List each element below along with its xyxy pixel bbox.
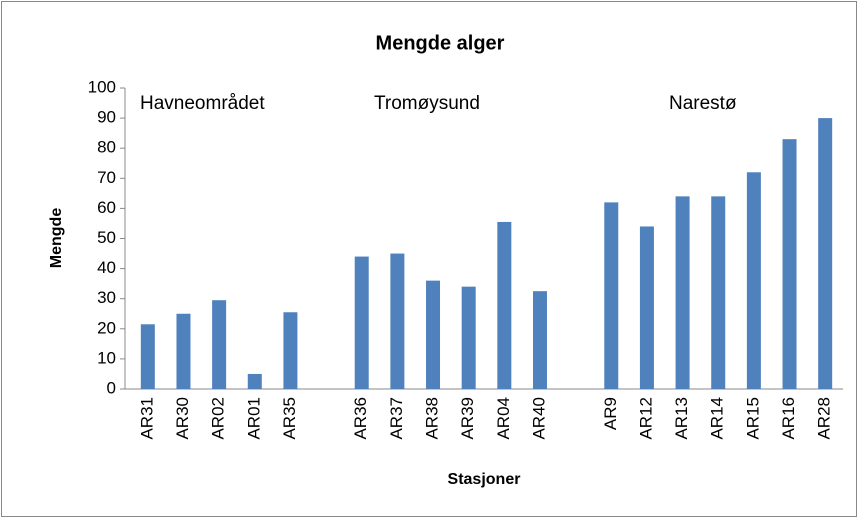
bar (176, 313, 191, 389)
bar (283, 312, 298, 389)
y-tick-label: 80 (97, 138, 116, 157)
y-tick-label: 60 (97, 198, 116, 217)
bar (354, 256, 369, 389)
x-axis-label: Stasjoner (448, 471, 521, 488)
x-tick-label: AR35 (280, 397, 299, 440)
bar (497, 221, 512, 389)
bar (639, 226, 654, 389)
bar (390, 253, 405, 389)
x-tick-label: AR14 (708, 397, 727, 440)
y-tick-label: 90 (97, 108, 116, 127)
x-tick-label: AR36 (351, 397, 370, 440)
x-tick-label: AR30 (173, 397, 192, 440)
group-annotation: Tromøysund (374, 93, 480, 114)
y-axis-label: Mengde (48, 208, 65, 269)
bar (675, 196, 690, 389)
x-tick-label: AR01 (244, 397, 263, 440)
x-tick-label: AR15 (743, 397, 762, 440)
y-tick-label: 100 (88, 77, 116, 96)
bar (140, 324, 155, 389)
group-annotation: Havneområdet (140, 93, 265, 114)
x-tick-label: AR39 (458, 397, 477, 440)
bar (426, 280, 441, 389)
y-tick-label: 20 (97, 318, 116, 337)
bar (604, 202, 619, 389)
x-tick-label: AR31 (137, 397, 156, 440)
bar (532, 291, 547, 389)
x-tick-label: AR9 (601, 397, 620, 430)
x-tick-label: AR40 (529, 397, 548, 440)
bar (746, 172, 761, 389)
y-tick-label: 70 (97, 168, 116, 187)
y-tick-label: 0 (107, 378, 116, 397)
x-tick-label: AR12 (636, 397, 655, 440)
y-tick-label: 30 (97, 288, 116, 307)
y-tick-label: 50 (97, 228, 116, 247)
x-tick-label: AR13 (672, 397, 691, 440)
group-annotation: Narestø (669, 93, 737, 114)
bar (782, 139, 797, 389)
y-tick-label: 10 (97, 348, 116, 367)
x-tick-label: AR04 (494, 397, 513, 440)
x-tick-label: AR16 (779, 397, 798, 440)
x-tick-label: AR38 (423, 397, 442, 440)
x-tick-label: AR28 (815, 397, 834, 440)
bar (711, 196, 726, 389)
y-tick-label: 40 (97, 258, 116, 277)
bar (818, 118, 833, 389)
bar (212, 300, 227, 389)
chart-title: Mengde alger (376, 32, 505, 54)
x-tick-label: AR02 (209, 397, 228, 440)
bar (247, 373, 262, 389)
x-tick-label: AR37 (387, 397, 406, 440)
bar (461, 286, 476, 389)
